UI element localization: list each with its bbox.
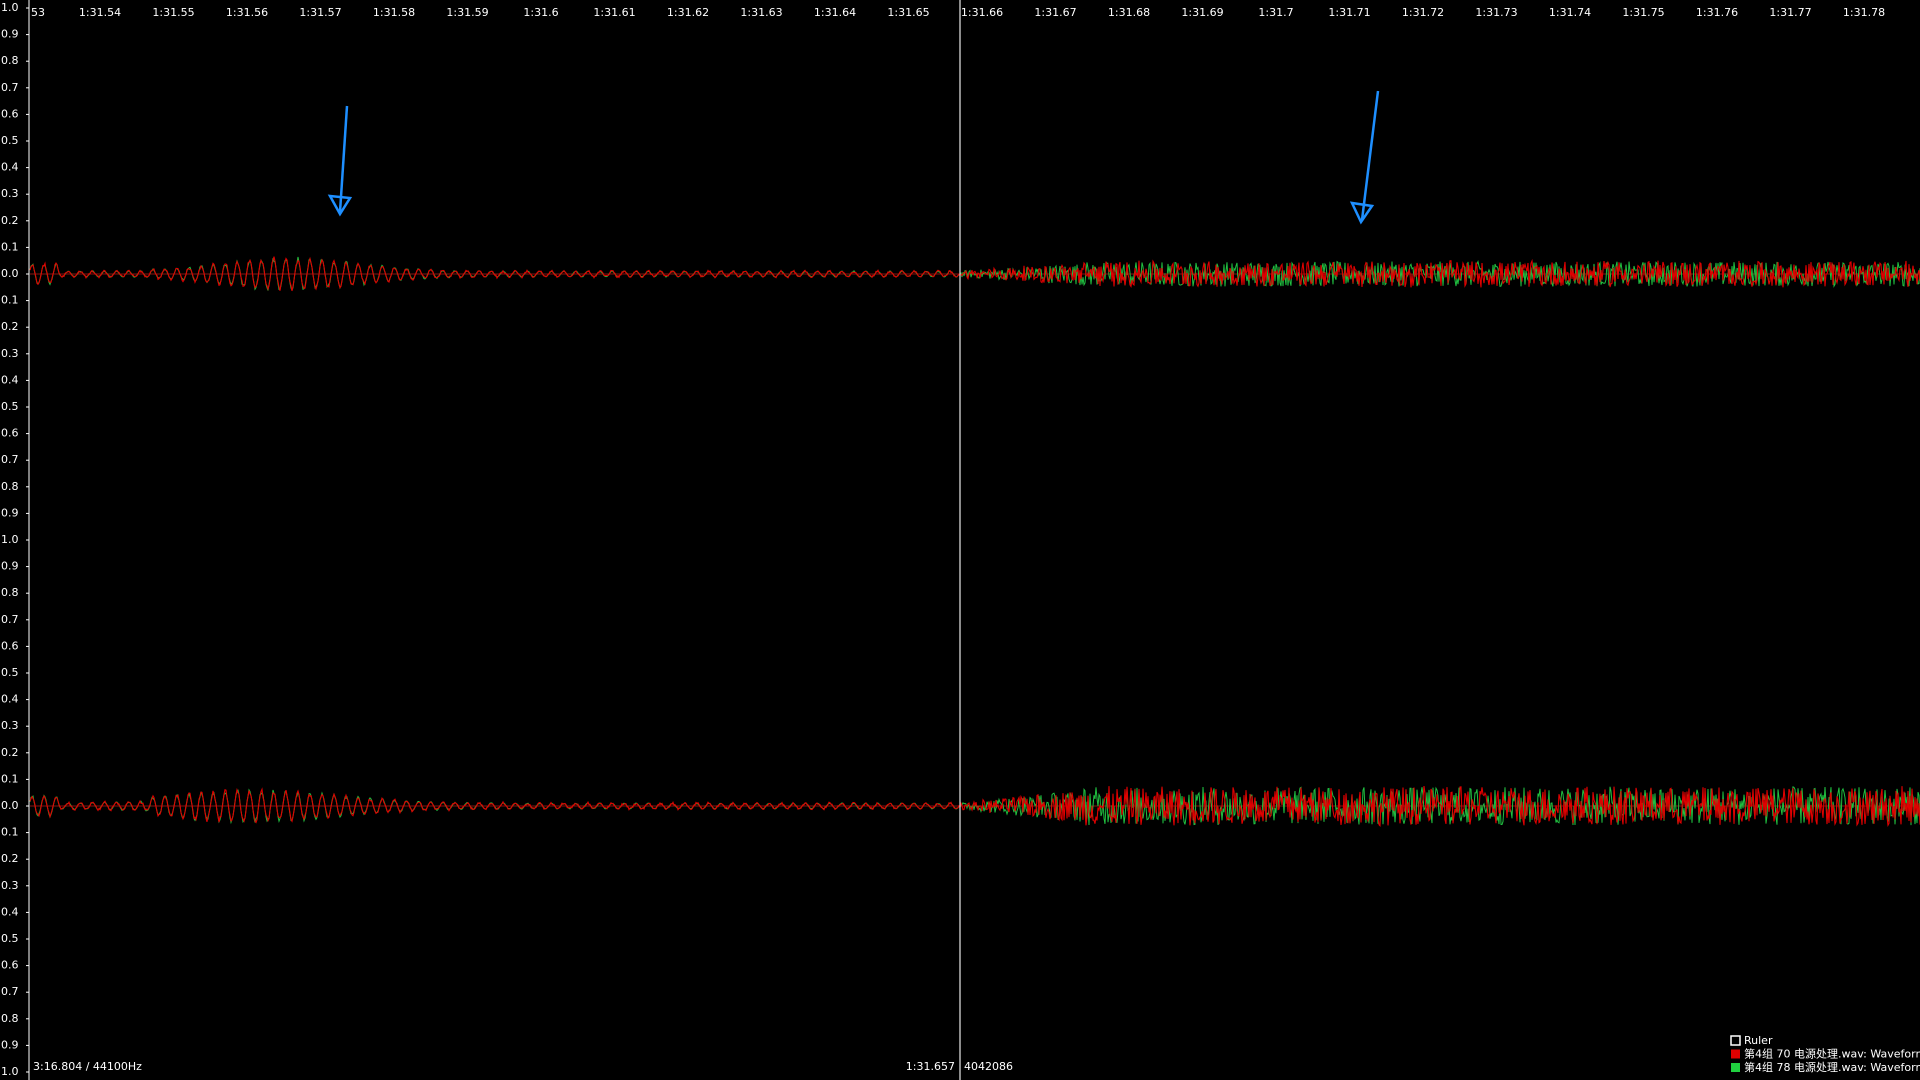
ruler-label: 1:31.54 — [79, 6, 121, 19]
ruler-label: 1:31.6 — [523, 6, 558, 19]
y-axis-label: 0.3 — [1, 719, 19, 732]
y-axis-label: 0.9 — [1, 560, 19, 573]
y-axis-label: 0.2 — [1, 214, 19, 227]
y-axis-label: 0.3 — [1, 347, 19, 360]
ruler-label: 1:31.55 — [152, 6, 194, 19]
ruler-label: 1:31.62 — [667, 6, 709, 19]
y-axis-label: 0.5 — [1, 400, 19, 413]
y-axis-label: 0.7 — [1, 613, 19, 626]
file-info: 3:16.804 / 44100Hz — [33, 1060, 142, 1073]
waveform-b — [29, 256, 1920, 292]
y-axis-label: 0.5 — [1, 932, 19, 945]
ruler-label: 1:31.63 — [740, 6, 782, 19]
y-axis-label: 0.7 — [1, 985, 19, 998]
ruler-label: 1:31.58 — [373, 6, 415, 19]
y-axis-label: 0.9 — [1, 1038, 19, 1051]
ruler-label: 1:31.66 — [961, 6, 1003, 19]
y-axis-label: 0.4 — [1, 373, 19, 386]
legend-label: 第4组 78 电源处理.wav: Waveform — [1744, 1060, 1920, 1074]
ruler-label: 1:31.68 — [1108, 6, 1150, 19]
legend-swatch — [1731, 1063, 1740, 1072]
ruler-label: 1:31.71 — [1328, 6, 1370, 19]
ruler-label: 1:31.73 — [1475, 6, 1517, 19]
ruler-label: 1:31.56 — [226, 6, 268, 19]
ruler-label: 1:31.64 — [814, 6, 856, 19]
cursor-sample: 4042086 — [964, 1060, 1013, 1073]
y-axis-label: 0.6 — [1, 427, 19, 440]
ruler-label: 1:31.65 — [887, 6, 929, 19]
y-axis-label: 0.1 — [1, 826, 19, 839]
y-axis-label: 0.6 — [1, 107, 19, 120]
y-axis-label: 0.0 — [1, 267, 19, 280]
y-axis-label: 0.1 — [1, 772, 19, 785]
y-axis-label: 0.5 — [1, 134, 19, 147]
y-axis-label: 0.7 — [1, 453, 19, 466]
cursor-time: 1:31.657 — [906, 1060, 955, 1073]
waveform-a — [29, 256, 1920, 292]
ruler-label: 1:31.76 — [1696, 6, 1738, 19]
y-axis-label: 0.6 — [1, 639, 19, 652]
ruler-label: 1:31.57 — [299, 6, 341, 19]
y-axis-label: 0.3 — [1, 187, 19, 200]
ruler-label: 1:31.59 — [446, 6, 488, 19]
y-axis-label: 0.2 — [1, 746, 19, 759]
legend-swatch — [1731, 1049, 1740, 1059]
y-axis-label: 0.7 — [1, 81, 19, 94]
y-axis-label: 0.8 — [1, 480, 19, 493]
ruler-label: 1:31.69 — [1181, 6, 1223, 19]
y-axis-label: 0.0 — [1, 799, 19, 812]
y-axis-label: 0.1 — [1, 294, 19, 307]
y-axis-label: 0.5 — [1, 666, 19, 679]
legend-swatch — [1730, 1035, 1741, 1046]
waveform-a — [29, 786, 1920, 827]
y-axis-label: 0.3 — [1, 879, 19, 892]
arrow — [327, 90, 1380, 225]
y-axis-label: 0.8 — [1, 586, 19, 599]
y-axis-label: 0.8 — [1, 54, 19, 67]
ruler-label: 1:31.7 — [1258, 6, 1293, 19]
y-axis-label: 0.9 — [1, 28, 19, 41]
y-axis-label: 0.1 — [1, 240, 19, 253]
y-axis-label: 0.2 — [1, 852, 19, 865]
ruler-label: 1:31.77 — [1769, 6, 1811, 19]
y-axis-label: 0.4 — [1, 905, 19, 918]
waveforms — [29, 256, 1920, 827]
ruler-label: 1:31.72 — [1402, 6, 1444, 19]
y-axis-label: 0.8 — [1, 1012, 19, 1025]
y-axis-label: 1.0 — [1, 1, 19, 14]
y-axis-label: 1.0 — [1, 533, 19, 546]
ruler-label: 53 — [31, 6, 45, 19]
y-axis-label: 1.0 — [1, 1065, 19, 1078]
ruler-label: 1:31.61 — [593, 6, 635, 19]
y-axis-label: 0.4 — [1, 693, 19, 706]
y-axis-label: 0.6 — [1, 959, 19, 972]
y-axis-label: 0.2 — [1, 320, 19, 333]
ruler-label: 1:31.75 — [1622, 6, 1664, 19]
legend-label: Ruler — [1744, 1034, 1773, 1047]
ruler-label: 1:31.74 — [1549, 6, 1591, 19]
ruler-label: 1:31.78 — [1843, 6, 1885, 19]
y-axis-label: 0.4 — [1, 161, 19, 174]
y-axis-label: 0.9 — [1, 506, 19, 519]
ruler-label: 1:31.67 — [1034, 6, 1076, 19]
legend-label: 第4组 70 电源处理.wav: Waveform — [1744, 1047, 1920, 1061]
